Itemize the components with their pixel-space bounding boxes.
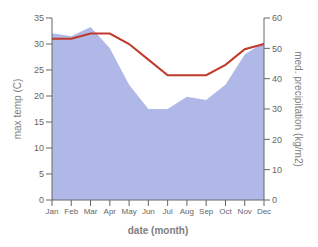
svg-text:30: 30 bbox=[272, 104, 282, 114]
svg-text:date (month): date (month) bbox=[128, 225, 189, 236]
svg-text:35: 35 bbox=[34, 13, 44, 23]
svg-text:0: 0 bbox=[272, 195, 277, 205]
svg-text:Aug: Aug bbox=[180, 207, 194, 216]
svg-text:Feb: Feb bbox=[64, 207, 78, 216]
svg-text:Jul: Jul bbox=[163, 207, 173, 216]
svg-text:10: 10 bbox=[272, 165, 282, 175]
svg-text:Nov: Nov bbox=[238, 207, 252, 216]
svg-text:med. precipitation (kg/m2): med. precipitation (kg/m2) bbox=[293, 51, 304, 167]
svg-text:Mar: Mar bbox=[84, 207, 98, 216]
svg-text:40: 40 bbox=[272, 74, 282, 84]
svg-text:Jun: Jun bbox=[142, 207, 155, 216]
svg-text:20: 20 bbox=[34, 91, 44, 101]
svg-text:50: 50 bbox=[272, 44, 282, 54]
svg-text:60: 60 bbox=[272, 13, 282, 23]
svg-text:Dec: Dec bbox=[257, 207, 271, 216]
svg-text:Jan: Jan bbox=[46, 207, 59, 216]
svg-text:5: 5 bbox=[39, 169, 44, 179]
svg-text:15: 15 bbox=[34, 117, 44, 127]
svg-text:0: 0 bbox=[39, 195, 44, 205]
svg-text:May: May bbox=[122, 207, 137, 216]
svg-text:Sep: Sep bbox=[199, 207, 214, 216]
svg-text:10: 10 bbox=[34, 143, 44, 153]
svg-text:30: 30 bbox=[34, 39, 44, 49]
svg-text:25: 25 bbox=[34, 65, 44, 75]
svg-text:Oct: Oct bbox=[219, 207, 232, 216]
svg-text:20: 20 bbox=[272, 135, 282, 145]
svg-text:max temp (C): max temp (C) bbox=[12, 79, 23, 140]
svg-text:Apr: Apr bbox=[104, 207, 117, 216]
